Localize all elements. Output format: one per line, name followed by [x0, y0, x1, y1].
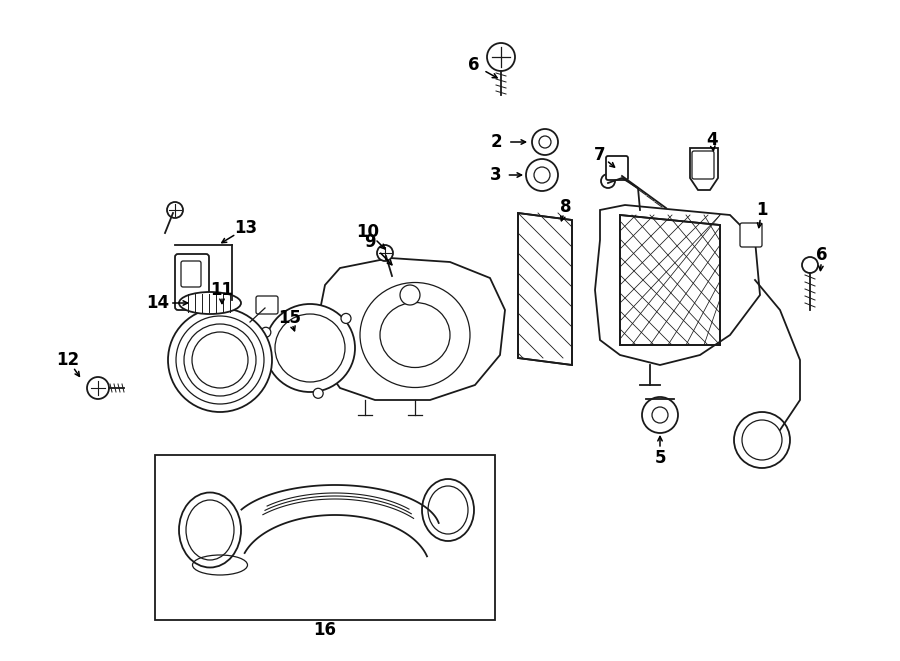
FancyBboxPatch shape: [175, 254, 209, 310]
Circle shape: [526, 159, 558, 191]
Polygon shape: [690, 148, 718, 190]
Polygon shape: [518, 213, 572, 365]
Text: 12: 12: [57, 351, 79, 369]
FancyBboxPatch shape: [740, 223, 762, 247]
Text: 16: 16: [313, 621, 337, 639]
Ellipse shape: [275, 314, 345, 382]
Circle shape: [313, 388, 323, 399]
Circle shape: [487, 43, 515, 71]
Text: 4: 4: [706, 131, 718, 149]
Ellipse shape: [265, 304, 355, 392]
FancyBboxPatch shape: [256, 296, 278, 314]
Circle shape: [167, 202, 183, 218]
Circle shape: [539, 136, 551, 148]
Ellipse shape: [428, 486, 468, 534]
Ellipse shape: [179, 292, 241, 314]
Ellipse shape: [422, 479, 474, 541]
Text: 10: 10: [356, 223, 380, 241]
Circle shape: [642, 397, 678, 433]
Circle shape: [168, 308, 272, 412]
Circle shape: [532, 129, 558, 155]
Bar: [155, 455, 495, 620]
Text: 1: 1: [756, 201, 768, 219]
Polygon shape: [620, 215, 720, 345]
Text: 15: 15: [278, 309, 302, 327]
Text: 11: 11: [211, 281, 233, 299]
Circle shape: [802, 257, 818, 273]
Text: 5: 5: [654, 449, 666, 467]
Circle shape: [87, 377, 109, 399]
Text: 13: 13: [234, 219, 257, 237]
Polygon shape: [318, 258, 505, 400]
Ellipse shape: [380, 303, 450, 368]
Text: 6: 6: [468, 56, 480, 74]
FancyBboxPatch shape: [181, 261, 201, 287]
FancyBboxPatch shape: [692, 151, 714, 179]
Text: 7: 7: [594, 146, 606, 164]
Text: 2: 2: [491, 133, 502, 151]
Text: 9: 9: [364, 233, 376, 251]
Circle shape: [652, 407, 668, 423]
Text: 6: 6: [816, 246, 828, 264]
Circle shape: [341, 313, 351, 323]
Text: 14: 14: [147, 294, 169, 312]
Circle shape: [261, 327, 271, 337]
Ellipse shape: [360, 282, 470, 387]
Circle shape: [400, 285, 420, 305]
Text: 3: 3: [491, 166, 502, 184]
Circle shape: [377, 245, 393, 261]
FancyBboxPatch shape: [606, 156, 628, 180]
Ellipse shape: [179, 492, 241, 568]
Circle shape: [534, 167, 550, 183]
Text: 8: 8: [560, 198, 572, 216]
Ellipse shape: [186, 500, 234, 560]
